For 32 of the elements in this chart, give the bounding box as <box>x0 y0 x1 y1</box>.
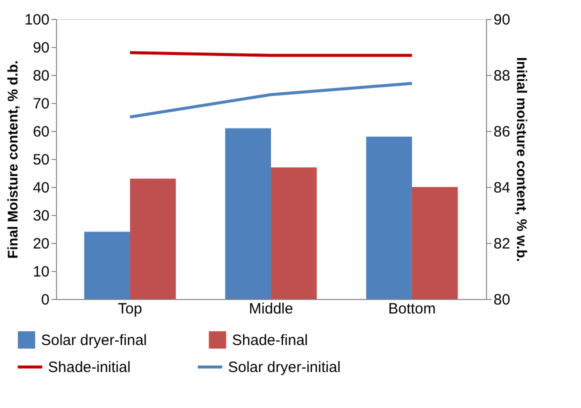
y-tick-label: 20 <box>32 236 50 252</box>
y-tick-label: 50 <box>32 152 50 168</box>
bar <box>366 136 412 299</box>
y2-tick-label: 90 <box>494 12 510 28</box>
y-tick-label: 100 <box>24 12 50 28</box>
x-tick-label: Middle <box>248 300 294 318</box>
y-tick-label: 10 <box>32 264 50 280</box>
legend-label: Shade-initial <box>48 359 131 376</box>
y2-tick-label: 82 <box>494 236 510 252</box>
y-tick-label: 80 <box>32 68 50 84</box>
y2-axis-title: Initial moisture content, % w.b. <box>514 57 530 262</box>
y-tick-label: 30 <box>32 208 50 224</box>
y2-tick-label: 86 <box>494 124 510 140</box>
y2-tick-label: 84 <box>494 180 510 196</box>
y2-tick-label: 88 <box>494 68 510 84</box>
y-tick-label: 70 <box>32 96 50 112</box>
x-tick-label: Top <box>118 300 142 318</box>
legend-label: Shade-final <box>232 332 308 349</box>
legend-label: Solar dryer-final <box>41 332 147 349</box>
y2-tick-label: 80 <box>494 292 510 308</box>
bar <box>130 178 176 299</box>
y-tick-label: 60 <box>32 124 50 140</box>
y-tick-label: 40 <box>32 180 50 196</box>
y-tick-label: 0 <box>41 292 50 308</box>
bar <box>225 128 271 299</box>
bar <box>84 232 130 299</box>
y-axis-title: Final Moisture content, % d.b. <box>4 60 20 259</box>
legend-label: Solar dryer-initial <box>228 359 341 376</box>
bar <box>271 167 317 299</box>
bar <box>412 187 458 299</box>
x-tick-label: Bottom <box>388 300 436 318</box>
y-tick-label: 90 <box>32 40 50 56</box>
